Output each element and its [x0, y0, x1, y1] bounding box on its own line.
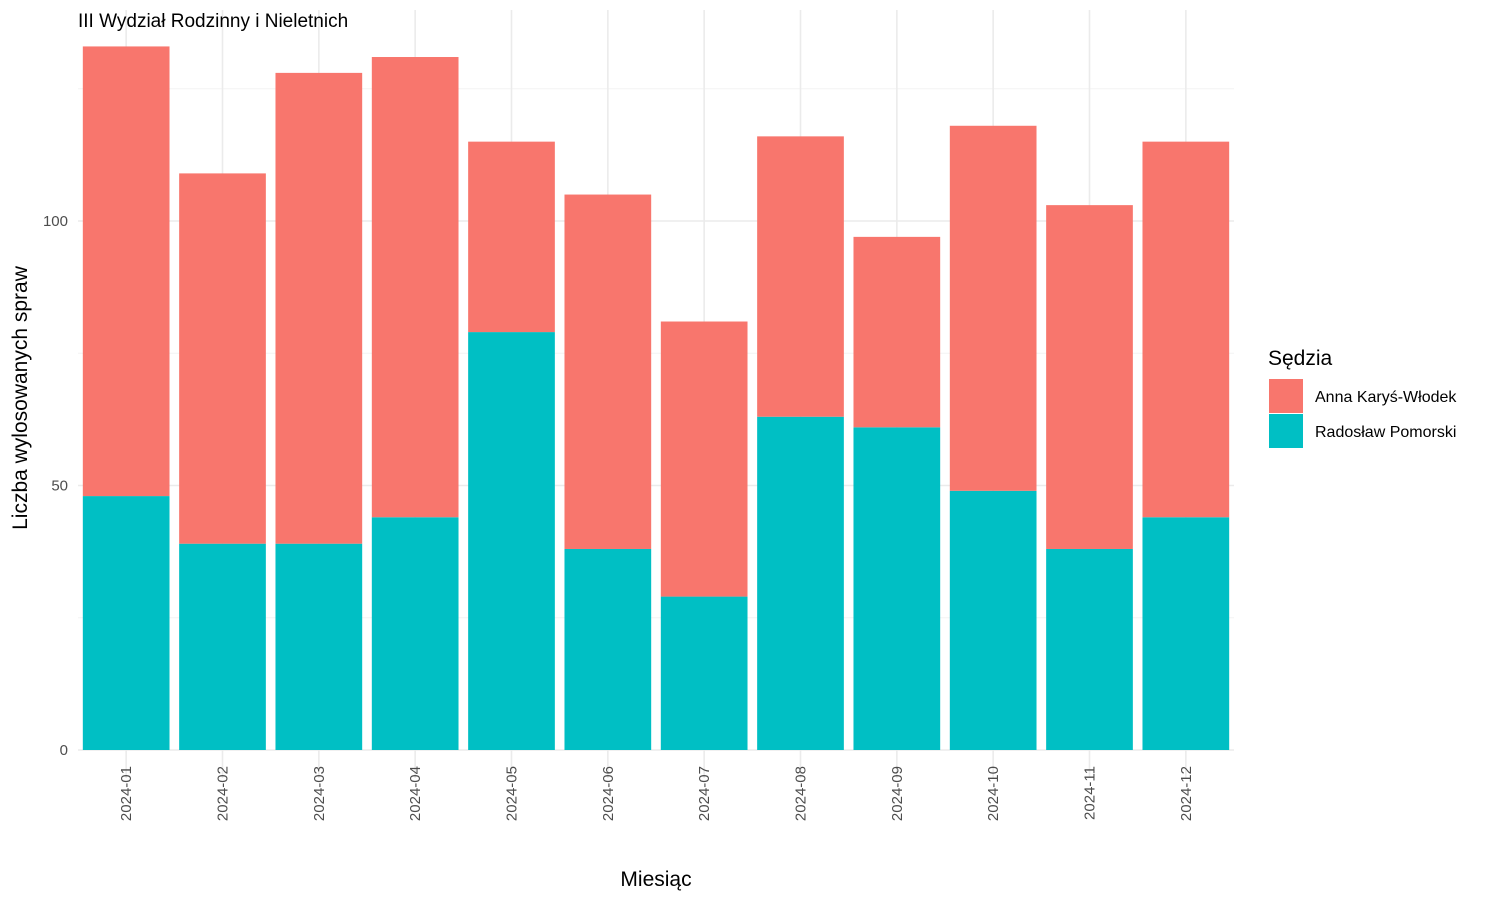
x-tick-label: 2024-05: [504, 766, 521, 821]
bar-segment-anna-karys-wlodek: [1046, 205, 1133, 549]
x-tick-label: 2024-01: [118, 766, 135, 821]
bar-segment-radoslaw-pomorski: [371, 517, 459, 750]
bar-segment-anna-karys-wlodek: [82, 46, 170, 497]
y-axis-title: Liczba wylosowanych spraw: [9, 265, 32, 530]
chart-title: III Wydział Rodzinny i Nieletnich: [78, 11, 348, 32]
bar-segment-radoslaw-pomorski: [1046, 548, 1133, 750]
x-tick-label: 2024-11: [1082, 766, 1099, 820]
bar-segment-anna-karys-wlodek: [853, 236, 941, 428]
bar-segment-anna-karys-wlodek: [179, 173, 266, 544]
x-tick-label: 2024-08: [793, 766, 810, 821]
x-tick-label: 2024-07: [696, 766, 713, 821]
tick-layer: 0 50 100 2024-01 2024-02 2024-03 2024-04 2024-0…: [43, 213, 1195, 821]
x-tick-label: 2024-09: [889, 766, 906, 821]
legend-key-radoslaw-pomorski: [1269, 414, 1303, 448]
x-tick-label: 2024-10: [985, 766, 1002, 821]
bar-segment-anna-karys-wlodek: [468, 141, 555, 333]
bar-segment-radoslaw-pomorski: [853, 427, 941, 750]
legend-title: Sędzia: [1268, 347, 1333, 370]
bar-segment-radoslaw-pomorski: [179, 543, 266, 750]
bar-segment-radoslaw-pomorski: [1142, 517, 1230, 750]
legend-label: Radosław Pomorski: [1315, 424, 1456, 441]
bar-segment-radoslaw-pomorski: [660, 596, 748, 750]
bar-segment-anna-karys-wlodek: [757, 136, 844, 417]
y-tick-label: 50: [51, 478, 68, 495]
bar-segment-radoslaw-pomorski: [468, 332, 555, 750]
y-tick-label: 100: [43, 213, 68, 230]
x-axis-title: Miesiąc: [620, 868, 691, 891]
x-tick-label: 2024-03: [311, 766, 328, 821]
bar-segment-radoslaw-pomorski: [757, 416, 844, 750]
x-tick-label: 2024-06: [600, 766, 617, 821]
x-tick-label: 2024-12: [1178, 766, 1195, 821]
bar-segment-anna-karys-wlodek: [371, 57, 459, 518]
bar-segment-anna-karys-wlodek: [660, 321, 748, 597]
legend-items: Anna Karyś-Włodek Radosław Pomorski: [1269, 379, 1457, 448]
bar-segment-anna-karys-wlodek: [949, 125, 1037, 491]
bar-segment-radoslaw-pomorski: [275, 543, 363, 750]
bar-segment-radoslaw-pomorski: [949, 490, 1037, 750]
x-tick-label: 2024-04: [407, 766, 424, 821]
bar-segment-anna-karys-wlodek: [564, 194, 652, 549]
legend: Sędzia Anna Karyś-Włodek Radosław Pomorsk…: [1268, 347, 1457, 448]
x-tick-label: 2024-02: [215, 766, 232, 821]
legend-label: Anna Karyś-Włodek: [1315, 389, 1457, 406]
bar-segment-radoslaw-pomorski: [564, 548, 652, 750]
bar-segment-anna-karys-wlodek: [275, 72, 363, 544]
bar-segment-anna-karys-wlodek: [1142, 141, 1230, 518]
bar-layer: [82, 46, 1230, 750]
y-tick-label: 0: [60, 742, 68, 759]
legend-key-anna-karys-wlodek: [1269, 379, 1303, 413]
bar-segment-radoslaw-pomorski: [82, 496, 170, 750]
